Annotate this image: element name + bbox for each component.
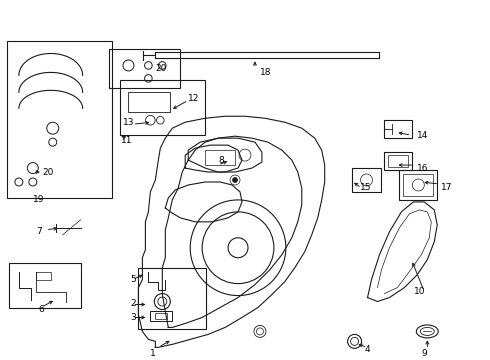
- Text: 11: 11: [121, 136, 132, 145]
- Bar: [205, 150, 235, 165]
- Text: 16: 16: [417, 163, 429, 172]
- Bar: [352, 168, 382, 192]
- Text: 5: 5: [130, 275, 136, 284]
- Bar: [399, 170, 437, 200]
- Circle shape: [233, 177, 238, 183]
- Bar: [128, 92, 171, 112]
- Bar: [385, 152, 413, 170]
- Text: 6: 6: [39, 305, 45, 314]
- Text: 20: 20: [43, 167, 54, 176]
- Text: 4: 4: [365, 345, 370, 354]
- Bar: [150, 311, 172, 321]
- Bar: [403, 174, 433, 196]
- Text: 18: 18: [260, 68, 271, 77]
- Bar: [7, 41, 112, 198]
- Bar: [108, 49, 180, 88]
- Text: 12: 12: [188, 94, 199, 103]
- Text: 15: 15: [360, 184, 371, 193]
- Bar: [385, 120, 413, 138]
- Text: 9: 9: [421, 349, 427, 358]
- Text: 3: 3: [130, 313, 136, 322]
- Text: 14: 14: [417, 131, 429, 140]
- Text: 13: 13: [122, 118, 134, 127]
- Text: 19: 19: [33, 195, 44, 204]
- Text: 1: 1: [150, 349, 156, 358]
- Bar: [9, 263, 81, 307]
- Text: 2: 2: [130, 299, 136, 308]
- Text: 10: 10: [415, 287, 426, 296]
- Text: 7: 7: [36, 227, 42, 236]
- Bar: [121, 80, 205, 135]
- Text: 8: 8: [218, 156, 224, 165]
- Text: 20: 20: [155, 64, 167, 73]
- Bar: [155, 314, 167, 319]
- Text: 17: 17: [441, 184, 453, 193]
- Bar: [138, 268, 206, 329]
- Bar: [389, 155, 408, 167]
